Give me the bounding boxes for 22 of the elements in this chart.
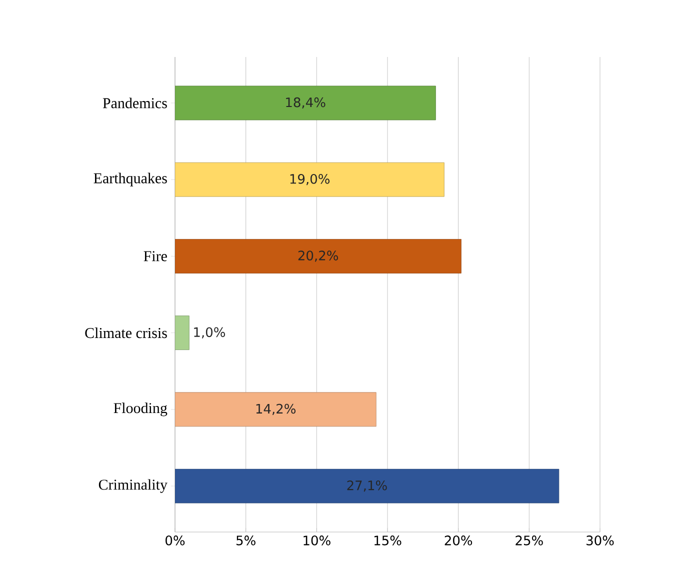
x-tick-label: 5% — [236, 536, 256, 546]
x-tick-label: 30% — [586, 536, 614, 546]
data-label: 14,2% — [256, 404, 296, 415]
bar — [175, 316, 190, 350]
data-label: 18,4% — [286, 97, 326, 109]
y-tick-label: Criminality — [98, 479, 168, 493]
data-label: 1,0% — [194, 327, 226, 338]
x-tick-label: 25% — [516, 536, 543, 546]
y-tick-label: Flooding — [114, 402, 168, 416]
x-tick-label: 15% — [374, 536, 402, 546]
data-label: 19,0% — [290, 174, 330, 186]
data-label: 20,2% — [298, 250, 338, 262]
y-tick-label: Earthquakes — [94, 172, 167, 186]
y-tick-label: Pandemics — [102, 98, 167, 108]
bar — [175, 86, 436, 120]
x-tick-label: 10% — [304, 536, 330, 546]
data-label: 27,1% — [347, 480, 387, 492]
y-tick-label: Climate crisis — [85, 328, 167, 338]
x-tick-label: 0% — [166, 536, 185, 546]
bar — [175, 238, 462, 274]
y-tick-label: Fire — [144, 251, 167, 262]
x-tick-label: 20% — [444, 536, 472, 546]
